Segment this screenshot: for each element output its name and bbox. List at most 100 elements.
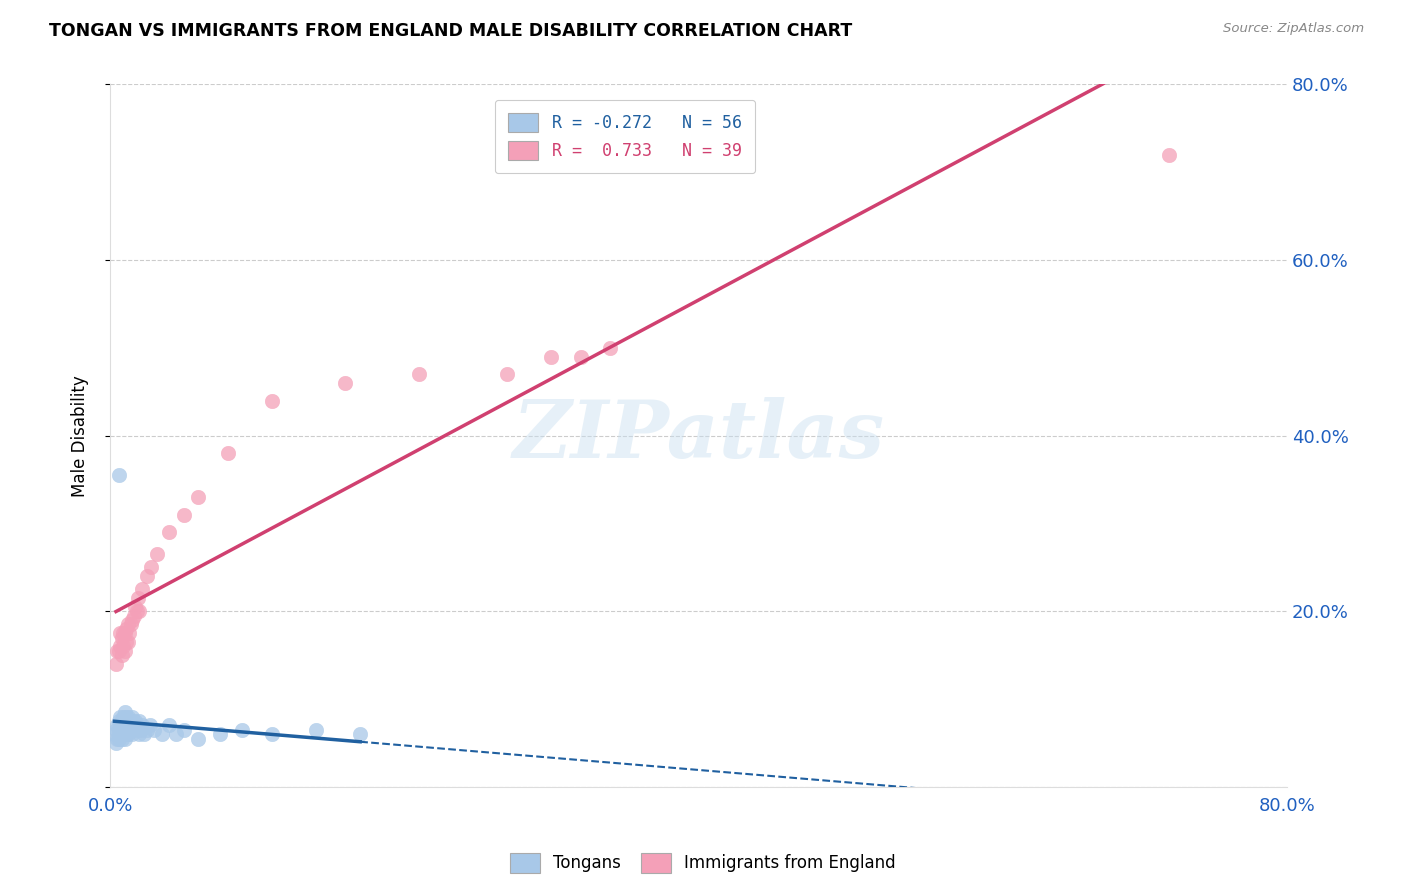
Point [114,714,136,728]
Point [408,367,430,381]
Point [143,723,166,737]
Point [125,723,148,737]
Point [124,714,146,728]
Point [107,644,129,658]
Point [117,709,139,723]
Point [540,350,562,364]
Point [115,727,138,741]
Point [103,727,125,741]
Point [117,617,139,632]
Point [108,714,131,728]
Point [108,723,131,737]
Point [110,640,132,654]
Point [104,723,127,737]
Point [260,393,283,408]
Point [157,525,180,540]
Point [128,604,150,618]
Point [146,547,169,561]
Point [173,723,195,737]
Point [217,446,239,460]
Point [173,508,195,522]
Point [118,723,141,737]
Point [335,376,357,390]
Point [128,714,150,728]
Point [111,731,134,746]
Point [107,718,129,732]
Point [569,350,592,364]
Point [157,718,180,732]
Point [150,727,173,741]
Text: TONGAN VS IMMIGRANTS FROM ENGLAND MALE DISABILITY CORRELATION CHART: TONGAN VS IMMIGRANTS FROM ENGLAND MALE D… [49,22,852,40]
Point [112,626,135,640]
Point [127,718,149,732]
Point [107,731,129,746]
Point [104,736,127,750]
Legend: Tongans, Immigrants from England: Tongans, Immigrants from England [503,847,903,880]
Point [122,608,145,623]
Point [120,617,142,632]
Point [187,490,209,504]
Point [118,626,141,640]
Point [111,723,134,737]
Y-axis label: Male Disability: Male Disability [72,375,89,497]
Point [111,631,134,645]
Point [108,644,131,658]
Point [110,718,132,732]
Legend: R = -0.272   N = 56, R =  0.733   N = 39: R = -0.272 N = 56, R = 0.733 N = 39 [495,100,755,173]
Point [111,714,134,728]
Point [124,599,146,614]
Point [114,644,136,658]
Point [117,727,139,741]
Point [121,718,143,732]
Point [122,718,145,732]
Point [121,727,143,741]
Point [110,709,132,723]
Point [128,727,150,741]
Point [112,727,135,741]
Text: ZIPatlas: ZIPatlas [513,397,884,475]
Point [165,727,187,741]
Point [305,723,328,737]
Point [112,640,135,654]
Point [114,723,136,737]
Point [121,613,143,627]
Point [104,657,127,671]
Point [141,560,163,574]
Point [139,718,162,732]
Point [111,648,134,662]
Point [110,727,132,741]
Point [118,714,141,728]
Point [110,626,132,640]
Point [108,468,131,483]
Point [127,591,149,605]
Point [115,709,138,723]
Point [120,723,142,737]
Point [260,727,283,741]
Point [117,635,139,649]
Point [121,709,143,723]
Point [114,731,136,746]
Point [209,727,232,741]
Point [114,705,136,719]
Point [131,718,153,732]
Point [115,622,138,636]
Point [187,731,209,746]
Point [135,723,157,737]
Point [132,727,155,741]
Point [349,727,371,741]
Point [1159,147,1181,161]
Point [120,714,142,728]
Point [231,723,253,737]
Point [117,718,139,732]
Text: Source: ZipAtlas.com: Source: ZipAtlas.com [1223,22,1364,36]
Point [114,626,136,640]
Point [112,709,135,723]
Point [129,723,152,737]
Point [115,718,138,732]
Point [496,367,519,381]
Point [135,569,157,583]
Point [599,341,621,355]
Point [112,718,135,732]
Point [115,635,138,649]
Point [108,731,131,746]
